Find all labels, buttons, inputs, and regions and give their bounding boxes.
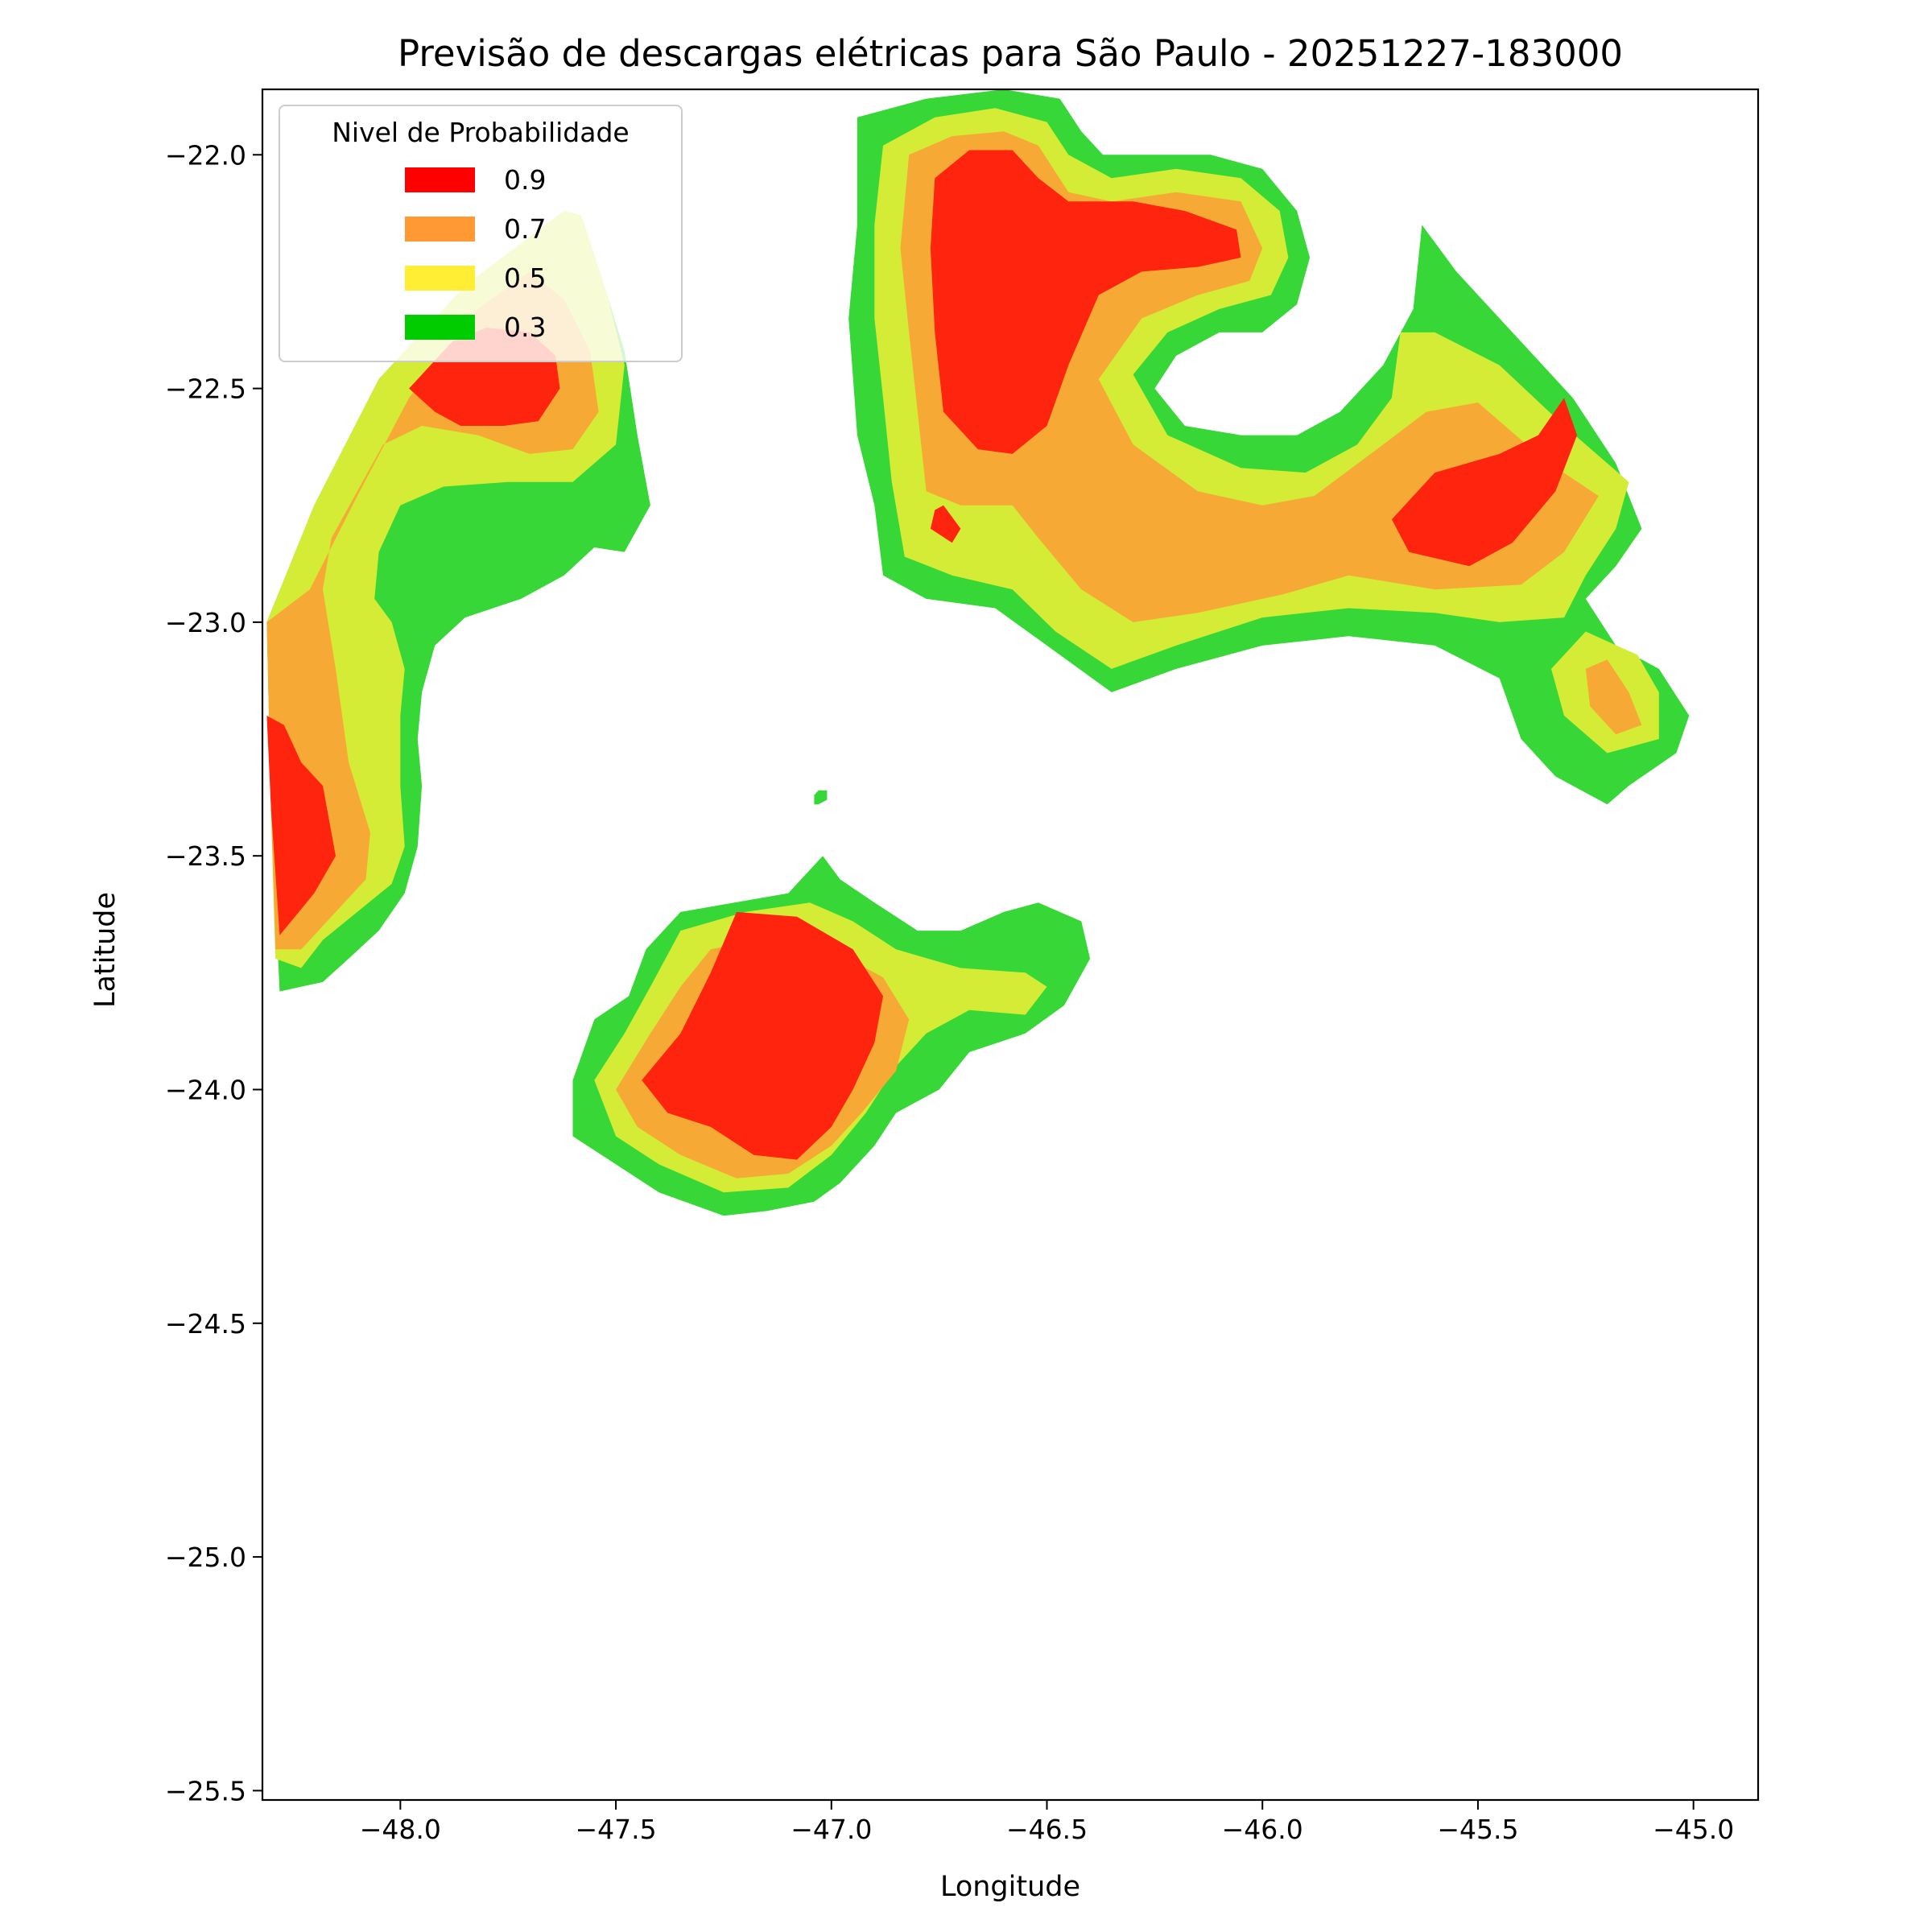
y-tick-label: −22.0	[165, 139, 246, 171]
y-axis-ticks: −22.0 −22.5 −23.0 −23.5 −24.0 −24.5 −25.0 −25.5	[165, 139, 262, 1806]
y-tick-label: −24.5	[165, 1308, 246, 1340]
y-tick-label: −25.5	[165, 1775, 246, 1806]
y-axis-label: Latitude	[89, 892, 122, 1008]
chart-title: Previsão de descargas elétricas para São…	[398, 32, 1623, 75]
contour-region-1	[266, 211, 650, 992]
x-tick-label: −47.0	[791, 1814, 872, 1845]
contour-level-09-area	[266, 716, 336, 935]
contour-regions	[266, 89, 1690, 1216]
y-tick-label: −22.5	[165, 374, 246, 405]
legend-swatch	[405, 217, 475, 242]
contour-level-07-area	[1585, 659, 1642, 735]
legend: Nivel de Probabilidade 0.9 0.7 0.5 0.3	[279, 105, 683, 362]
legend-label: 0.3	[504, 312, 546, 343]
y-tick-label: −23.0	[165, 607, 246, 638]
legend-swatch	[405, 315, 475, 340]
legend-swatch	[405, 266, 475, 291]
legend-swatch	[405, 167, 475, 192]
legend-entries: 0.9 0.7 0.5 0.3	[405, 164, 546, 343]
y-tick-label: −23.5	[165, 840, 246, 872]
x-axis-ticks: −48.0 −47.5 −47.0 −46.5 −46.0 −45.5 −45.0	[360, 1800, 1734, 1845]
x-tick-label: −47.5	[575, 1814, 656, 1845]
contour-level-09-area	[1391, 398, 1578, 567]
legend-title: Nivel de Probabilidade	[332, 117, 629, 148]
contour-region-4	[814, 790, 828, 805]
x-tick-label: −48.0	[360, 1814, 441, 1845]
contour-level-09-area	[642, 911, 883, 1160]
contour-region-2	[848, 89, 1690, 805]
legend-label: 0.9	[504, 164, 546, 196]
x-tick-label: −46.0	[1222, 1814, 1303, 1845]
plot-frame	[261, 88, 1760, 1802]
y-tick-label: −24.0	[165, 1074, 246, 1105]
y-tick-label: −25.0	[165, 1542, 246, 1573]
legend-label: 0.7	[504, 213, 546, 245]
contour-region-3	[572, 856, 1091, 1216]
x-tick-label: −46.5	[1006, 1814, 1088, 1845]
x-tick-label: −45.0	[1653, 1814, 1734, 1845]
contour-level-09-area	[930, 505, 961, 543]
contour-level-09-area	[930, 150, 1241, 454]
x-axis-label: Longitude	[940, 1871, 1080, 1903]
legend-box	[279, 105, 683, 362]
x-tick-label: −45.5	[1437, 1814, 1518, 1845]
contour-level-07-area	[266, 271, 599, 950]
contour-level-03-area	[814, 790, 828, 805]
legend-label: 0.5	[504, 262, 546, 294]
